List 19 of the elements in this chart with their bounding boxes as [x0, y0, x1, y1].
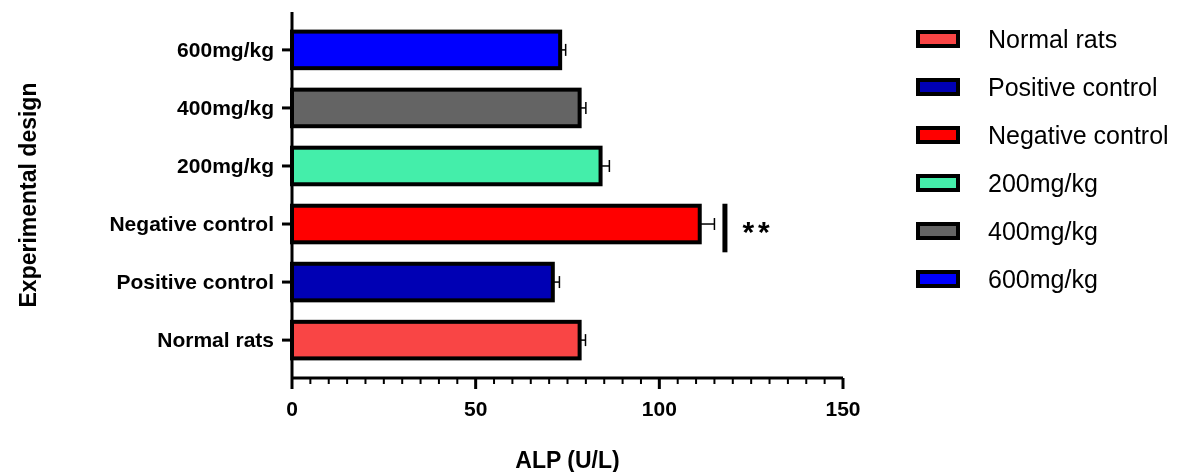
- legend-label: 400mg/kg: [988, 217, 1098, 245]
- annotation: **: [742, 215, 774, 249]
- x-axis-title: ALP (U/L): [515, 447, 620, 472]
- x-tick-label: 100: [641, 397, 677, 420]
- y-tick-label: 600mg/kg: [177, 37, 274, 61]
- legend-label: 200mg/kg: [988, 169, 1098, 197]
- legend-label: Normal rats: [988, 25, 1118, 53]
- y-tick-label: 200mg/kg: [177, 153, 274, 177]
- y-tick-label: Positive control: [116, 270, 274, 294]
- x-tick-label: 150: [825, 397, 861, 420]
- x-tick-label: 50: [463, 397, 488, 420]
- y-tick-label: Negative control: [109, 212, 274, 236]
- legend-label: 600mg/kg: [988, 265, 1098, 293]
- legend-label: Negative control: [988, 121, 1169, 149]
- legend-label: Positive control: [988, 73, 1158, 101]
- y-tick-label: 400mg/kg: [177, 95, 274, 119]
- y-axis-title: Experimental design: [15, 82, 41, 308]
- x-tick-label: 0: [286, 397, 298, 420]
- y-tick-label: Normal rats: [157, 328, 274, 352]
